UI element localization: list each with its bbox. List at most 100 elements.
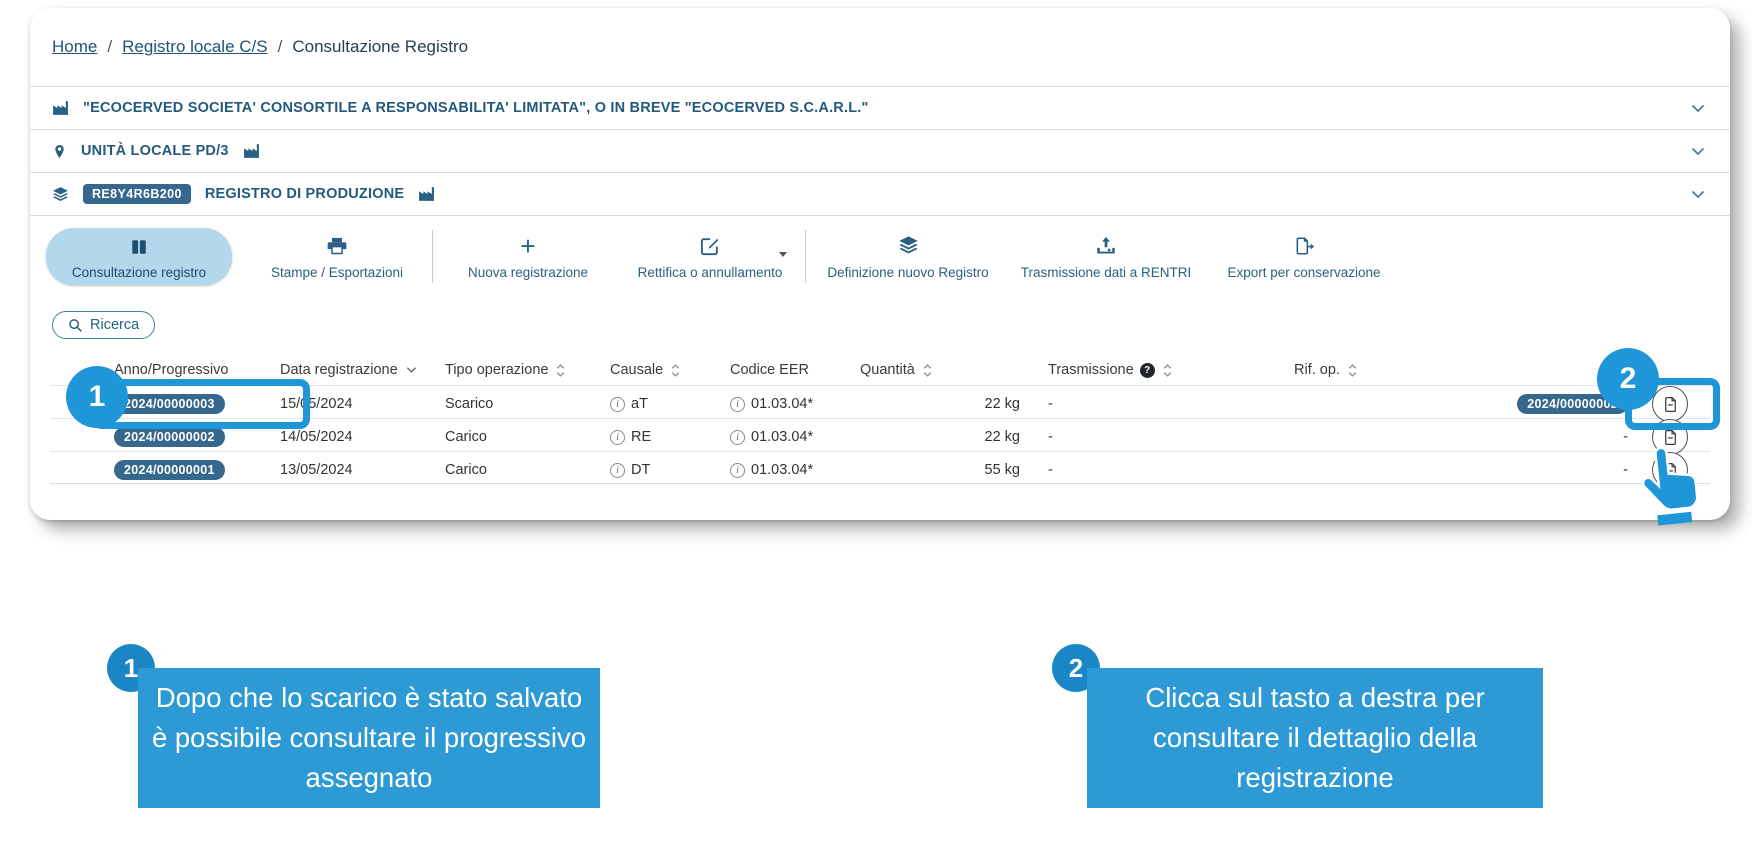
codice-eer-cell: 01.03.04*	[751, 396, 814, 412]
progressivo-badge: 2024/00000001	[114, 460, 225, 480]
registro-code-badge: RE8Y4R6B200	[83, 184, 191, 204]
quantita-cell: 55 kg	[984, 462, 1020, 478]
export-conservazione-button[interactable]: Export per conservazione	[1206, 228, 1402, 285]
consultazione-registro-button[interactable]: Consultazione registro	[46, 228, 232, 285]
annotation-step1-circle: 1	[66, 366, 128, 428]
table-row: 2024/00000001 13/05/2024 Carico i DT i 01.…	[50, 451, 1710, 488]
rettifica-annullamento-button[interactable]: Rettifica o annullamento	[619, 228, 801, 285]
sort-both-icon	[1163, 363, 1172, 378]
trasmissione-cell: -	[1048, 429, 1053, 445]
ricerca-label: Ricerca	[90, 317, 140, 333]
data-registrazione-cell: 13/05/2024	[280, 462, 353, 478]
registro-panel: Home / Registro locale C/S / Consultazio…	[30, 8, 1730, 520]
table-header-row: Anno/Progressivo Data registrazione Tipo…	[50, 355, 1710, 385]
definizione-nuovo-registro-button[interactable]: Definizione nuovo Registro	[810, 228, 1006, 285]
codice-eer-cell: 01.03.04*	[751, 462, 814, 478]
chevron-down-icon[interactable]	[1690, 143, 1706, 159]
info-icon[interactable]: i	[610, 462, 625, 478]
rif-op-badge: 2024/00000002	[1517, 394, 1628, 414]
registro-accordion-row[interactable]: RE8Y4R6B200 REGISTRO DI PRODUZIONE	[30, 172, 1730, 215]
location-pin-icon	[52, 143, 67, 160]
sort-desc-icon	[406, 366, 417, 374]
column-header-codice-eer: Codice EER	[730, 362, 809, 378]
tipo-operazione-cell: Carico	[445, 462, 487, 478]
plus-icon: +	[520, 231, 536, 261]
column-header-quantita[interactable]: Quantità	[860, 362, 1020, 378]
book-icon	[129, 234, 149, 256]
causale-cell: aT	[631, 396, 648, 412]
stampe-esportazioni-button[interactable]: Stampe / Esportazioni	[246, 228, 428, 285]
dropdown-caret-icon[interactable]	[779, 252, 787, 257]
ricerca-button[interactable]: Ricerca	[52, 311, 156, 339]
sort-both-icon	[923, 363, 932, 378]
pencil-square-icon	[700, 234, 720, 256]
callout-step1: Dopo che lo scarico è stato salvato è po…	[138, 668, 600, 808]
data-registrazione-cell: 15/05/2024	[280, 396, 353, 412]
annotation-step2-circle: 2	[1597, 348, 1659, 410]
info-icon[interactable]: i	[730, 429, 745, 445]
breadcrumb-separator: /	[277, 37, 283, 56]
toolbar-button-label: Rettifica o annullamento	[637, 265, 783, 280]
dettaglio-registrazione-button[interactable]	[1652, 386, 1688, 422]
unit-accordion-row[interactable]: UNITÀ LOCALE PD/3	[30, 129, 1730, 172]
chevron-down-icon[interactable]	[1690, 186, 1706, 202]
rif-op-cell: -	[1623, 462, 1628, 478]
trasmissione-rentri-button[interactable]: Trasmissione dati a RENTRI	[1006, 228, 1206, 285]
toolbar-button-label: Export per conservazione	[1227, 265, 1381, 280]
table-row: 2024/00000002 14/05/2024 Carico i RE i 01.…	[50, 418, 1710, 455]
sort-both-icon	[556, 363, 565, 378]
column-header-tipo-operazione[interactable]: Tipo operazione	[445, 362, 610, 378]
breadcrumb-registro-link[interactable]: Registro locale C/S	[122, 37, 268, 56]
codice-eer-cell: 01.03.04*	[751, 429, 814, 445]
callout-step2: Clicca sul tasto a destra per consultare…	[1087, 668, 1543, 808]
info-icon[interactable]: i	[610, 396, 625, 412]
toolbar-button-label: Trasmissione dati a RENTRI	[1020, 265, 1192, 280]
column-header-rif-op[interactable]: Rif. op.	[1280, 362, 1630, 378]
data-registrazione-cell: 14/05/2024	[280, 429, 353, 445]
file-export-icon	[1294, 234, 1314, 256]
actions-toolbar: Consultazione registro Stampe / Esportaz…	[30, 215, 1730, 293]
callout-step2-text: Clicca sul tasto a destra per consultare…	[1145, 682, 1485, 793]
trasmissione-cell: -	[1048, 396, 1053, 412]
breadcrumb-home-link[interactable]: Home	[52, 37, 98, 56]
toolbar-button-label: Stampe / Esportazioni	[270, 265, 404, 280]
column-header-causale[interactable]: Causale	[610, 362, 730, 378]
info-icon[interactable]: i	[610, 429, 625, 445]
rif-op-cell: -	[1623, 429, 1628, 445]
factory-icon	[52, 100, 69, 117]
sort-both-icon	[1348, 363, 1357, 378]
toolbar-button-label: Consultazione registro	[71, 265, 207, 280]
progressivo-badge: 2024/00000003	[114, 394, 225, 414]
breadcrumb: Home / Registro locale C/S / Consultazio…	[30, 8, 1730, 86]
quantita-cell: 22 kg	[984, 429, 1020, 445]
toolbar-divider	[805, 230, 806, 283]
sort-both-icon	[671, 363, 680, 378]
toolbar-button-label: Definizione nuovo Registro	[827, 265, 989, 280]
trasmissione-cell: -	[1048, 462, 1053, 478]
progressivo-badge: 2024/00000002	[114, 427, 225, 447]
company-name: "ECOCERVED SOCIETA' CONSORTILE A RESPONS…	[83, 100, 869, 116]
hand-pointer-icon	[1626, 440, 1711, 534]
callout-step1-text: Dopo che lo scarico è stato salvato è po…	[151, 682, 587, 793]
info-icon[interactable]: i	[730, 462, 745, 478]
factory-icon	[243, 143, 260, 160]
registrazioni-table: Anno/Progressivo Data registrazione Tipo…	[50, 355, 1710, 488]
breadcrumb-current-page: Consultazione Registro	[292, 37, 469, 56]
breadcrumb-separator: /	[107, 37, 113, 56]
registro-name: REGISTRO DI PRODUZIONE	[204, 186, 405, 202]
toolbar-divider	[432, 230, 433, 283]
column-header-data-registrazione[interactable]: Data registrazione	[280, 362, 445, 378]
quantita-cell: 22 kg	[984, 396, 1020, 412]
info-icon[interactable]: i	[730, 396, 745, 412]
company-accordion-row[interactable]: "ECOCERVED SOCIETA' CONSORTILE A RESPONS…	[30, 86, 1730, 129]
help-icon[interactable]: ?	[1139, 362, 1155, 378]
chevron-down-icon[interactable]	[1690, 100, 1706, 116]
table-row: 2024/00000003 15/05/2024 Scarico i aT i 01…	[50, 385, 1710, 422]
causale-cell: RE	[631, 429, 652, 445]
unit-name: UNITÀ LOCALE PD/3	[81, 143, 229, 159]
nuova-registrazione-button[interactable]: + Nuova registrazione	[437, 228, 619, 285]
column-header-trasmissione[interactable]: Trasmissione ?	[1020, 362, 1280, 378]
causale-cell: DT	[631, 462, 651, 478]
tipo-operazione-cell: Scarico	[445, 396, 494, 412]
document-icon	[1664, 429, 1676, 445]
